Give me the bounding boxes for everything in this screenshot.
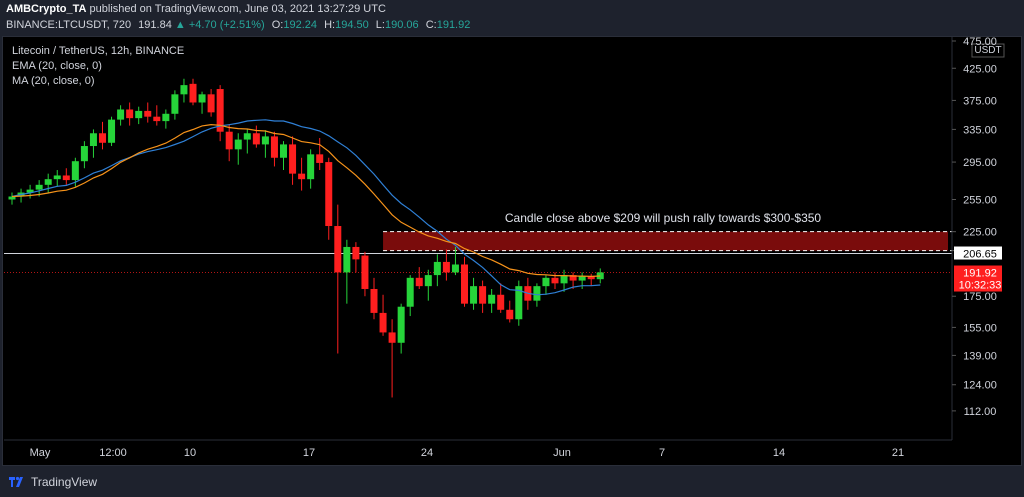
chart-panel[interactable] [2,36,1022,466]
open-value: 192.24 [283,19,318,31]
author-name[interactable]: AMBCrypto_TA [6,3,87,15]
price-change: ▲ +4.70 (+2.51%) [174,19,265,31]
last-price: 191.84 [138,19,172,31]
footer-bar: TradingView [0,467,1024,497]
tradingview-logo[interactable]: TradingView [8,475,97,489]
close-label: C: [425,19,437,31]
legend-ema[interactable]: EMA (20, close, 0) [12,60,102,72]
tradingview-logo-icon [9,476,23,487]
symbol-info: BINANCE:LTCUSDT, 720 191.84 ▲ +4.70 (+2.… [6,19,470,31]
legend-ma[interactable]: MA (20, close, 0) [12,75,95,87]
publish-header: AMBCrypto_TA published on TradingView.co… [0,0,1024,36]
low-label: L: [375,19,385,31]
tradingview-brand: TradingView [31,475,98,489]
publish-text: published on TradingView.com, June 03, 2… [89,3,386,15]
legend-title[interactable]: Litecoin / TetherUS, 12h, BINANCE [12,45,185,57]
close-value: 191.92 [436,19,471,31]
open-label: O: [271,19,284,31]
low-value: 190.06 [384,19,419,31]
high-value: 194.50 [335,19,369,31]
chart-legend: Litecoin / TetherUS, 12h, BINANCE EMA (2… [12,44,184,89]
symbol-name: BINANCE:LTCUSDT, 720 [6,19,132,31]
high-label: H: [324,19,336,31]
publish-info: AMBCrypto_TA published on TradingView.co… [6,3,386,15]
